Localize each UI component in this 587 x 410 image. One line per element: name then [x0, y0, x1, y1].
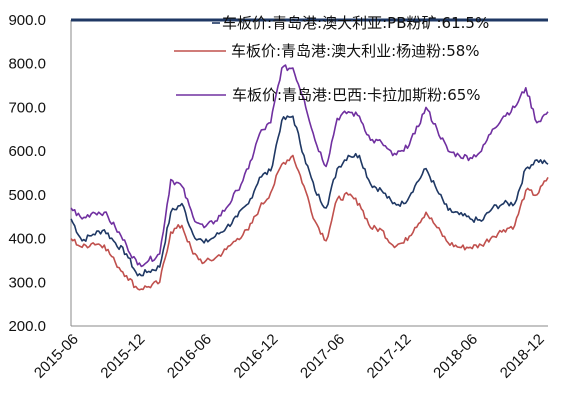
legend-label-1: 车板价:青岛港:澳大利亚:PB粉矿:61.5% — [222, 14, 489, 32]
y-tick-label: 500.0 — [8, 187, 46, 204]
x-tick-label: 2016-06 — [164, 331, 215, 382]
legend: 车板价:青岛港:澳大利亚:PB粉矿:61.5% 车板价:青岛港:澳大利业:杨迪粉:… — [174, 14, 489, 104]
legend-label-3: 车板价:青岛港:巴西:卡拉加斯粉:65% — [232, 86, 481, 104]
y-tick-label: 800.0 — [8, 56, 46, 73]
x-tick-label: 2017-06 — [297, 331, 348, 382]
x-axis: 2015-06 2015-12 2016-06 2016-12 2017-06 2017-… — [31, 325, 548, 382]
x-tick-label: 2018-12 — [497, 331, 548, 382]
legend-label-2: 车板价:青岛港:澳大利业:杨迪粉:58% — [231, 42, 480, 60]
y-tick-label: 600.0 — [8, 143, 46, 160]
y-axis: 900.0 800.0 700.0 600.0 500.0 400.0 300.0 200.0 — [8, 12, 72, 335]
y-tick-label: 400.0 — [8, 231, 46, 248]
x-tick-label: 2017-12 — [364, 331, 415, 382]
y-tick-label: 700.0 — [8, 99, 46, 116]
y-tick-label: 900.0 — [8, 12, 46, 29]
x-tick-label: 2016-12 — [231, 331, 282, 382]
x-tick-label: 2015-12 — [97, 331, 148, 382]
x-tick-label: 2018-06 — [430, 331, 481, 382]
x-tick-label: 2015-06 — [31, 331, 82, 382]
y-tick-label: 300.0 — [8, 274, 46, 291]
y-tick-label: 200.0 — [8, 318, 46, 335]
series-line-3 — [70, 64, 549, 268]
series-line-2 — [70, 154, 549, 291]
series-layer — [70, 18, 549, 291]
series-line-1 — [70, 115, 549, 277]
